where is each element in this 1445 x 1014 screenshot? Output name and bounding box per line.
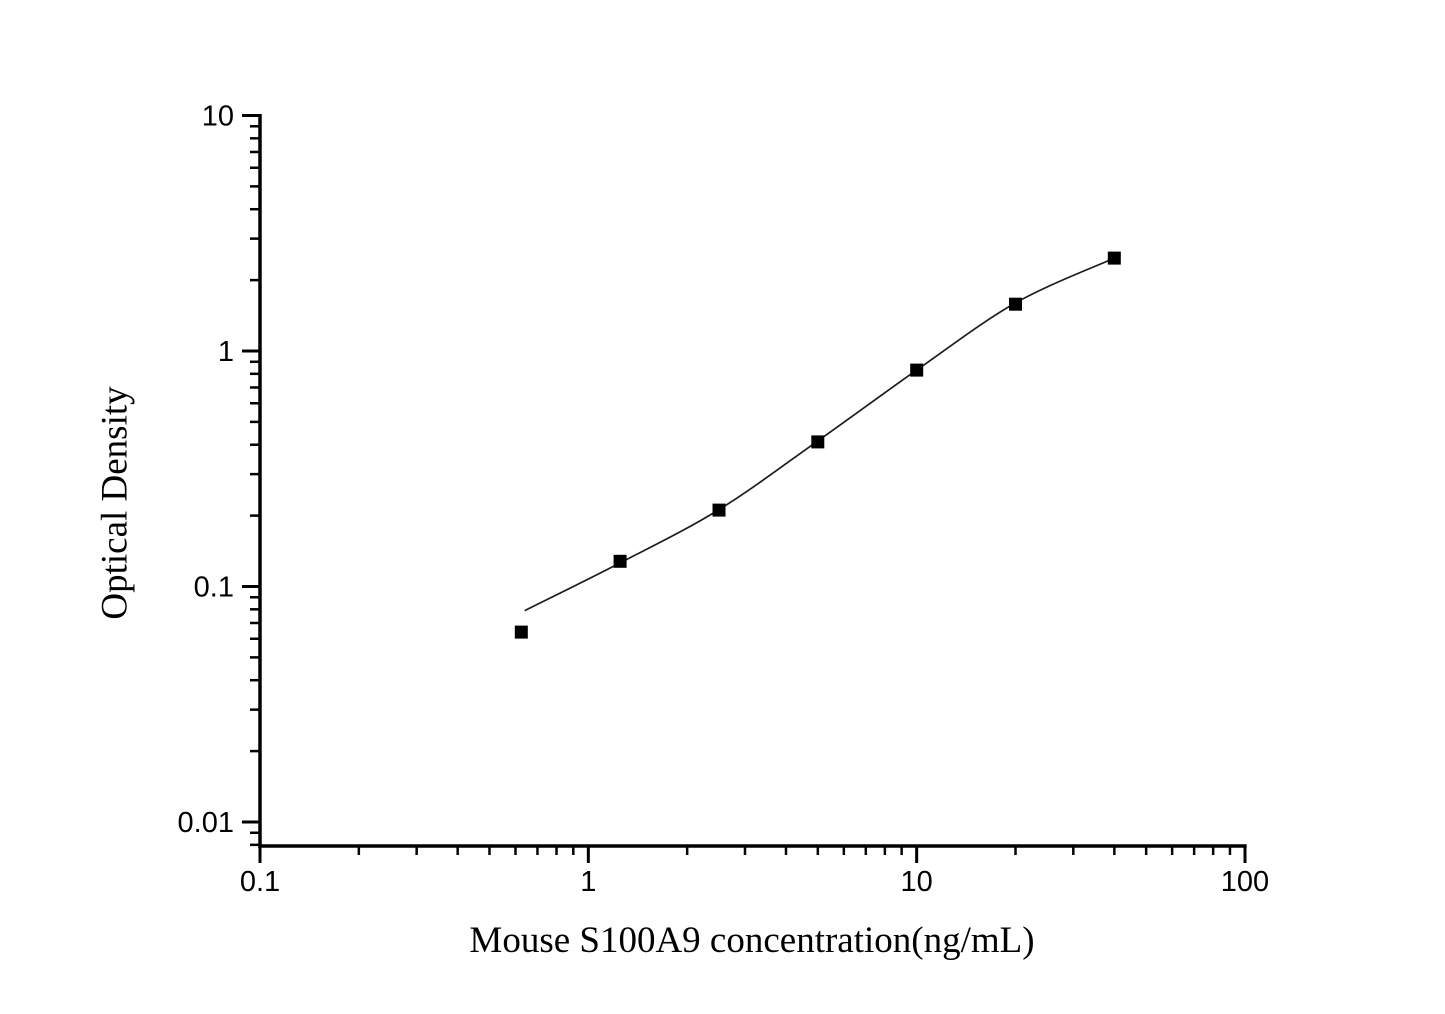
y-tick-label: 1 [218,336,234,368]
x-tick-label: 1 [580,866,596,898]
data-point-marker [1107,251,1121,265]
x-tick-label: 100 [1221,866,1269,898]
y-tick-label: 10 [202,101,234,133]
data-point-marker [514,625,528,639]
data-point-marker [811,435,825,449]
data-point-marker [910,363,924,377]
data-point-marker [1009,297,1022,311]
x-tick-label: 10 [901,866,933,898]
x-tick-label: 0.1 [240,866,280,898]
x-axis-title: Mouse S100A9 concentration(ng/mL) [469,920,1035,961]
y-tick-label: 0.1 [194,572,234,604]
fit-curve-line [524,257,1115,612]
data-point-marker [613,554,627,568]
data-point-marker [712,503,726,517]
y-axis-title: Optical Density [94,386,136,620]
y-tick-label: 0.01 [178,807,234,839]
